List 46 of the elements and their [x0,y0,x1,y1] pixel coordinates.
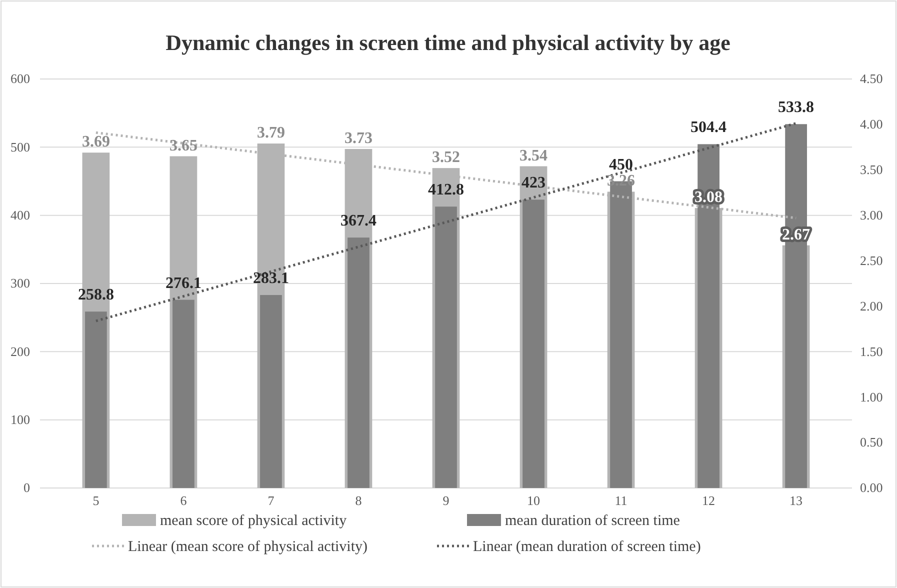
x-tick-label: 8 [355,493,362,508]
data-label: 3.79 [256,124,285,142]
legend-label: Linear (mean score of physical activity) [128,539,368,555]
x-tick-label: 11 [614,493,628,508]
y-tick-label: 300 [10,276,30,291]
data-label: 3.73 [344,130,372,147]
y2-tick-label: 2.50 [860,252,883,268]
y-tick-label: 500 [10,139,30,154]
y-tick-label: 100 [10,412,30,427]
x-tick-label: 6 [180,493,188,508]
data-label: 367.4 [340,212,376,230]
legend-label: mean score of physical activity [160,513,348,529]
data-label: 412.8 [428,182,464,199]
data-label: 423 [522,174,546,192]
data-label: 3.69 [82,134,110,151]
y2-tick-label: 0.00 [860,480,883,496]
y2-tick-label: 3.00 [860,207,883,222]
data-label: 3.54 [520,147,548,164]
legend-label: mean duration of screen time [505,513,680,529]
data-label: 276.1 [165,274,202,292]
y-tick-label: 0 [24,480,30,496]
y2-tick-label: 3.50 [860,162,883,178]
x-tick-label: 12 [702,493,716,508]
data-label: 450 [609,156,634,174]
data-label: 283.1 [252,270,289,288]
y-tick-label: 600 [10,71,30,86]
y2-tick-label: 2.00 [860,298,883,314]
data-label: 504.4 [690,119,727,136]
x-tick-label: 13 [790,493,803,508]
y2-tick-label: 1.00 [860,389,883,404]
x-tick-label: 9 [442,493,450,508]
chart-title: Dynamic changes in screen time and physical activity by age [166,30,731,55]
data-label: 258.8 [78,286,114,304]
y2-tick-label: 4.00 [860,116,883,132]
y2-tick-label: 1.50 [860,344,883,359]
x-tick-label: 5 [92,493,100,508]
y-tick-label: 200 [10,344,30,359]
y2-tick-label: 0.50 [860,434,883,450]
legend-label: Linear (mean duration of screen time) [473,539,701,555]
data-label: 533.8 [778,99,814,116]
data-label: 3.65 [169,137,198,154]
x-tick-label: 10 [527,493,540,508]
y-tick-label: 400 [10,207,30,222]
data-label: 3.52 [432,149,460,166]
y2-tick-label: 4.50 [860,71,883,86]
x-tick-label: 7 [268,493,275,508]
